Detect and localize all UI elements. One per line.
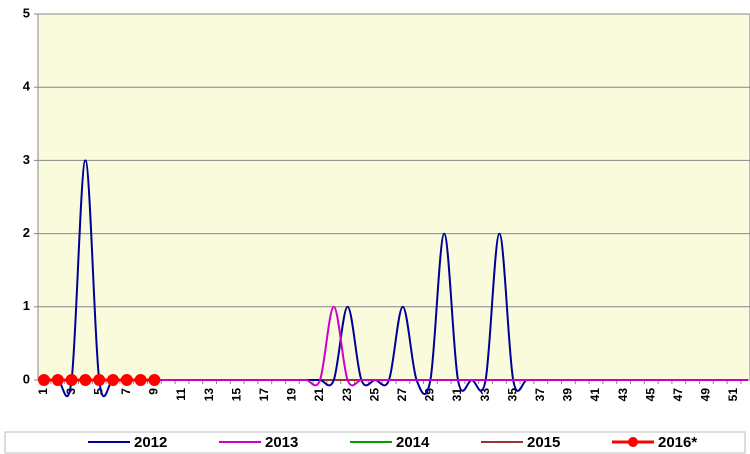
x-tick-label: 45: [643, 388, 657, 402]
series-marker: [38, 374, 50, 386]
y-tick-label: 2: [23, 225, 30, 240]
x-tick-label: 7: [119, 388, 133, 395]
x-tick-label: 23: [340, 388, 354, 402]
series-marker: [79, 374, 92, 386]
x-tick-label: 5: [91, 388, 105, 395]
series-marker: [93, 374, 106, 386]
y-tick-label: 4: [23, 79, 31, 94]
x-tick-label: 15: [229, 388, 243, 402]
x-tick-label: 31: [450, 388, 464, 402]
x-tick-label: 17: [257, 388, 271, 402]
series-line: [43, 305, 748, 387]
x-tick-label: 27: [395, 388, 409, 402]
x-tick-label: 21: [312, 388, 326, 402]
x-tick-label: 19: [285, 388, 299, 402]
series-marker: [51, 374, 64, 386]
x-tick-label: 11: [174, 388, 188, 401]
series-marker: [120, 374, 133, 386]
x-tick-label: 51: [726, 388, 740, 402]
x-tick-label: 29: [423, 388, 437, 402]
plot-area: [37, 13, 750, 381]
x-tick-label: 39: [561, 388, 575, 402]
series-marker: [148, 374, 161, 386]
x-tick-label: 41: [588, 388, 602, 402]
x-tick-label: 49: [699, 388, 713, 402]
x-tick-label: 3: [64, 388, 78, 395]
legend-label: 2016*: [658, 434, 697, 451]
legend-label: 2015: [527, 434, 560, 451]
legend-label: 2014: [396, 434, 430, 451]
x-tick-label: 9: [147, 388, 161, 395]
x-tick-label: 47: [671, 388, 685, 402]
x-tick-label: 35: [505, 388, 519, 402]
legend-label: 2013: [265, 434, 298, 451]
x-tick-label: 13: [202, 388, 216, 402]
x-tick-label: 1: [36, 388, 50, 395]
x-tick-label: 43: [616, 388, 630, 402]
x-tick-label: 37: [533, 388, 547, 402]
y-tick-label: 0: [23, 371, 30, 386]
y-tick-label: 1: [23, 298, 30, 313]
series-marker: [65, 374, 78, 386]
legend-marker: [628, 437, 638, 447]
y-tick-label: 3: [23, 152, 30, 167]
y-tick-label: 5: [23, 5, 30, 20]
series-marker: [107, 374, 119, 386]
x-tick-label: 25: [367, 388, 381, 402]
series-marker: [134, 374, 147, 386]
legend-label: 2012: [134, 434, 167, 451]
